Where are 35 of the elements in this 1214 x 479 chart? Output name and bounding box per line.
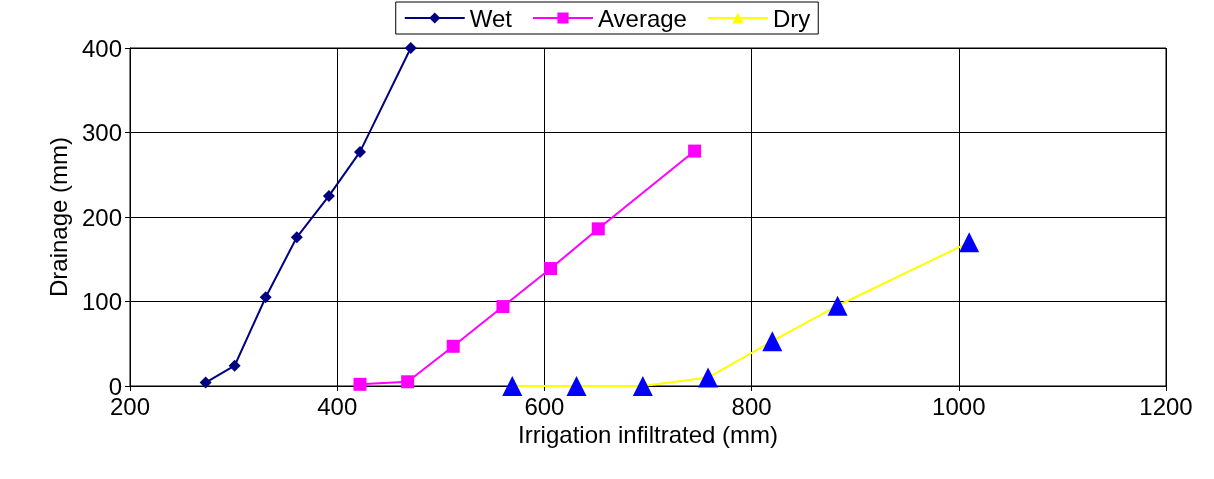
point (401, 375, 415, 389)
point (591, 222, 605, 236)
y-tick-label: 200 (81, 203, 122, 231)
x-tick-label: 800 (731, 392, 772, 420)
point (404, 42, 417, 54)
point (446, 339, 460, 353)
point (322, 189, 335, 202)
point (566, 376, 587, 396)
point (259, 291, 272, 304)
x-tick-label: 1000 (932, 392, 986, 420)
point (959, 232, 980, 253)
point (353, 145, 366, 158)
y-axis-title: Drainage (mm) (44, 136, 72, 298)
point (290, 231, 303, 244)
point (502, 376, 523, 396)
y-tick-label: 400 (81, 34, 122, 62)
point (353, 377, 367, 391)
point (698, 367, 719, 388)
point (199, 376, 212, 389)
x-tick-label: 400 (317, 392, 358, 420)
legend-label: Wet (469, 4, 513, 32)
y-tick-label: 100 (81, 288, 122, 315)
point (228, 359, 241, 372)
point (827, 295, 848, 316)
x-tick-label: 600 (524, 392, 565, 420)
x-tick-label: 1200 (1139, 392, 1193, 420)
y-tick-label: 300 (81, 119, 122, 146)
point (688, 144, 702, 158)
point (544, 262, 558, 276)
point (762, 331, 783, 352)
x-axis-title: Irrigation infiltrated (mm) (517, 421, 779, 449)
point (632, 376, 653, 396)
point (496, 300, 510, 314)
legend-label: Dry (772, 4, 811, 32)
legend-label: Average (597, 4, 687, 32)
